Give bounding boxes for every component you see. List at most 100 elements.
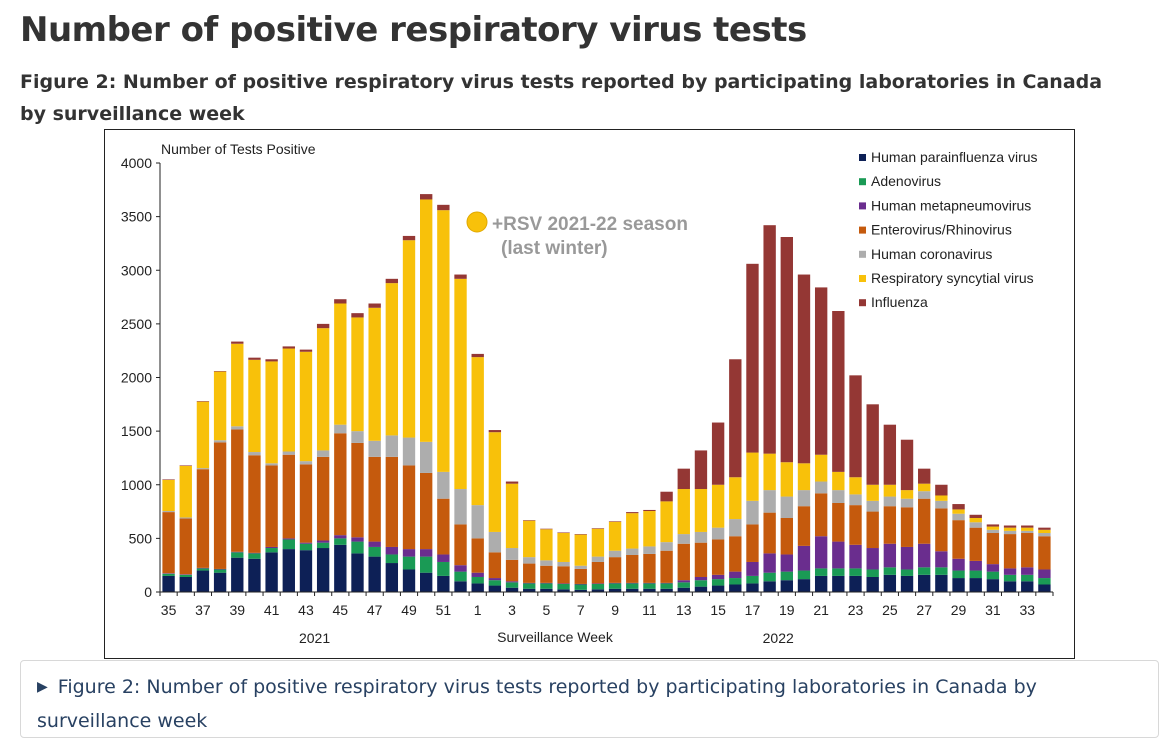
x-tick-label: 45 xyxy=(333,602,349,618)
bar-segment xyxy=(437,561,450,576)
bar-segment xyxy=(780,496,793,518)
bar-segment xyxy=(729,477,742,520)
bar-segment xyxy=(368,303,381,308)
bar-segment xyxy=(814,568,828,576)
bar-segment xyxy=(540,528,553,530)
bar-segment xyxy=(574,584,587,590)
bar-segment xyxy=(213,371,227,441)
bar-segment xyxy=(643,509,656,512)
x-tick-label: 17 xyxy=(745,602,761,618)
bar-segment xyxy=(540,560,553,566)
year-label: 2021 xyxy=(299,630,330,646)
bar-segment xyxy=(574,565,587,569)
page-title: Number of positive respiratory virus tes… xyxy=(20,10,807,50)
y-tick-label: 4000 xyxy=(121,155,152,171)
legend-label: Enterovirus/Rhinovirus xyxy=(871,222,1012,238)
x-tick-label: 3 xyxy=(508,602,516,618)
bar-segment xyxy=(471,572,484,577)
expand-triangle-icon: ▶ xyxy=(37,679,48,695)
bar-segment xyxy=(883,484,897,497)
x-tick-label: 19 xyxy=(779,602,795,618)
bar-segment xyxy=(952,520,965,559)
bar-segment xyxy=(832,502,845,542)
bar-segment xyxy=(213,442,227,569)
x-tick-label: 39 xyxy=(229,602,245,618)
bar-segment xyxy=(711,585,725,592)
bar-segment xyxy=(248,552,261,554)
bar-segment xyxy=(523,583,536,589)
bar-segment xyxy=(162,575,175,592)
bar-segment xyxy=(986,524,1000,527)
bar-segment xyxy=(420,472,433,550)
y-tick-label: 500 xyxy=(129,530,153,546)
bar-segment xyxy=(420,572,433,592)
bar-segment xyxy=(505,481,519,484)
bar-segment xyxy=(660,542,673,551)
bar-segment xyxy=(299,464,313,543)
chart-frame: 0 500 1000 1500 2000 2500 3000 3500 4000 35 37 39 4… xyxy=(104,129,1075,659)
legend-label: Human metapneumovirus xyxy=(871,197,1031,213)
legend-swatch xyxy=(859,178,866,186)
bar-segment xyxy=(402,437,416,466)
x-tick-label: 41 xyxy=(264,602,280,618)
bar-segment xyxy=(900,507,914,547)
bar-segment xyxy=(471,538,484,573)
bar-segment xyxy=(1003,534,1017,569)
bar-segment xyxy=(591,589,605,592)
bar-segment xyxy=(797,274,811,464)
bar-segment xyxy=(471,583,484,592)
bar-segment xyxy=(780,571,793,581)
bar-segment xyxy=(248,357,261,360)
bar-segment xyxy=(832,311,845,472)
bar-segment xyxy=(231,429,244,552)
bar-segment xyxy=(334,433,347,536)
bar-segment xyxy=(763,225,776,454)
bar-segment xyxy=(780,580,793,592)
bar-segment xyxy=(505,483,519,549)
bar-segment xyxy=(918,567,931,575)
bar-segment xyxy=(608,583,622,589)
bar-segment xyxy=(351,313,364,318)
bar-segment xyxy=(299,349,313,352)
bar-segment xyxy=(746,561,759,576)
bar-segment xyxy=(454,274,467,279)
bar-segment xyxy=(505,559,519,582)
bar-segment xyxy=(900,546,914,570)
bar-segment xyxy=(523,588,536,592)
bar-segment xyxy=(282,451,295,455)
bar-segment xyxy=(334,424,347,434)
bar-segment xyxy=(814,493,828,537)
bar-segment xyxy=(626,512,639,514)
bar-segment xyxy=(368,456,381,542)
bar-segment xyxy=(677,587,690,592)
bar-segment xyxy=(299,550,313,592)
bar-segment xyxy=(265,548,278,553)
bar-segment xyxy=(282,549,295,592)
bar-segment xyxy=(523,582,536,584)
x-tick-label: 47 xyxy=(367,602,383,618)
bar-segment xyxy=(179,576,192,592)
bar-segment xyxy=(591,528,605,529)
bar-segment xyxy=(711,422,725,485)
bar-segment xyxy=(351,431,364,443)
bar-layer xyxy=(162,194,1051,592)
bar-segment xyxy=(574,589,587,592)
figure-details-toggle[interactable]: ▶ Figure 2: Number of positive respirator… xyxy=(37,671,1147,737)
x-tick-label: 25 xyxy=(882,602,898,618)
bar-segment xyxy=(986,564,1000,572)
y-tick-label: 2500 xyxy=(121,316,152,332)
bar-segment xyxy=(918,491,931,499)
bar-segment xyxy=(540,529,553,561)
bar-segment xyxy=(282,348,295,452)
legend-swatch xyxy=(859,226,866,234)
rsv-annotation: +RSV 2021-22 season (last winter) xyxy=(466,211,688,259)
bar-segment xyxy=(660,550,673,583)
bar-segment xyxy=(986,526,1000,530)
bar-segment xyxy=(316,323,330,329)
bar-segment xyxy=(729,519,742,537)
bar-segment xyxy=(368,440,381,457)
bar-segment xyxy=(488,580,502,586)
bar-segment xyxy=(1038,584,1051,592)
bar-segment xyxy=(763,490,776,513)
y-tick-label: 1500 xyxy=(121,423,152,439)
